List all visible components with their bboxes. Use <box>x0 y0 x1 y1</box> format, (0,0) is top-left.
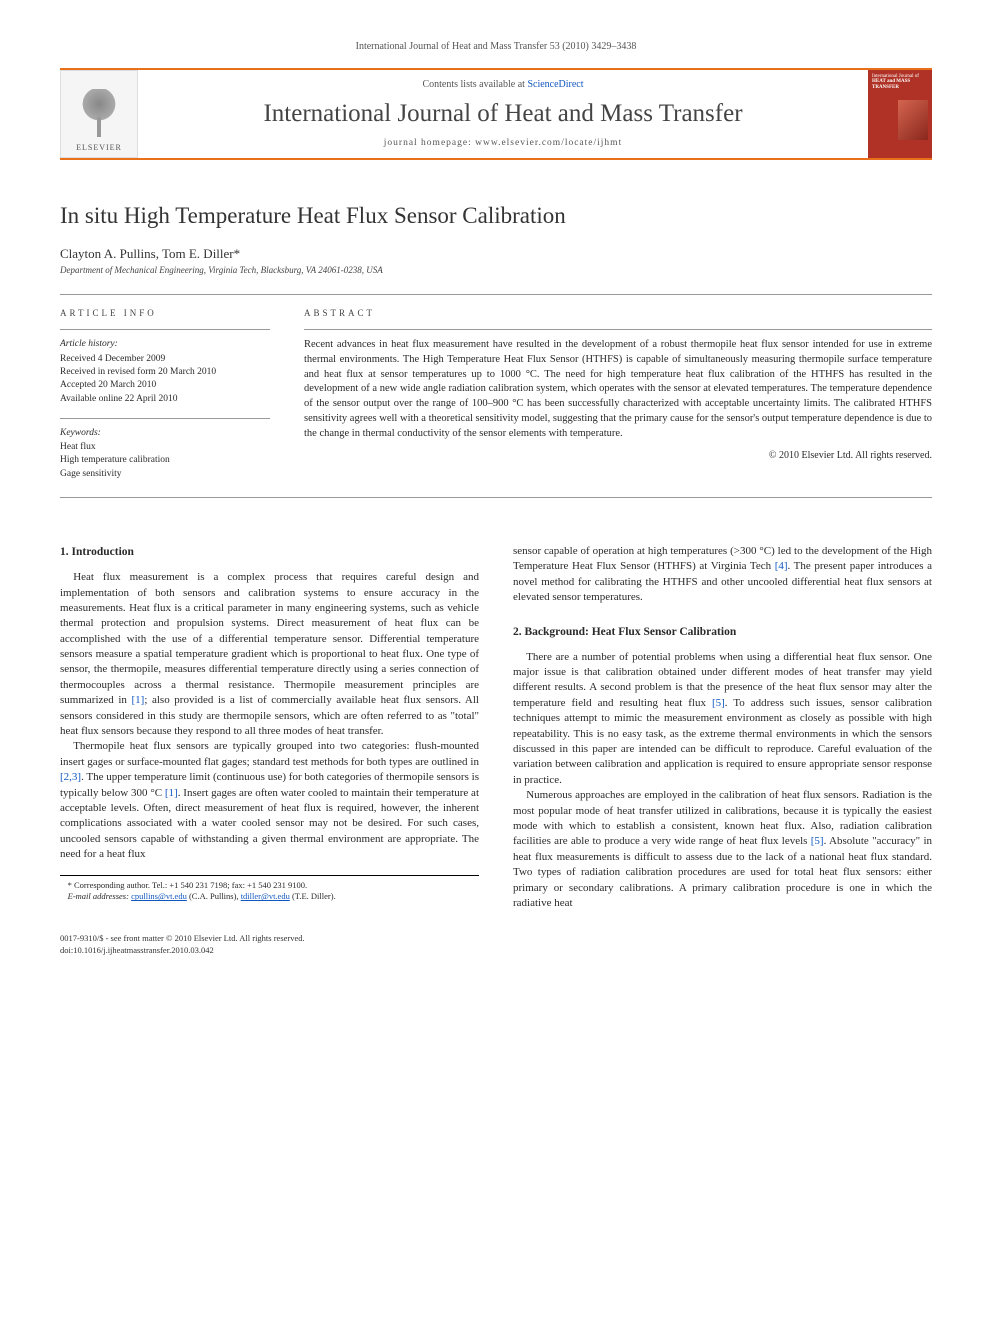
email-who: (T.E. Diller). <box>290 891 336 901</box>
body-paragraph: Thermopile heat flux sensors are typical… <box>60 739 479 862</box>
body-paragraph: Heat flux measurement is a complex proce… <box>60 570 479 739</box>
body-paragraph: There are a number of potential problems… <box>513 650 932 789</box>
body-paragraph: sensor capable of operation at high temp… <box>513 544 932 606</box>
journal-title: International Journal of Heat and Mass T… <box>158 97 848 131</box>
sciencedirect-link[interactable]: ScienceDirect <box>527 79 583 90</box>
body-two-column: 1. Introduction Heat flux measurement is… <box>60 544 932 911</box>
divider <box>60 294 932 295</box>
abstract-heading: ABSTRACT <box>304 307 932 319</box>
abstract-copyright: © 2010 Elsevier Ltd. All rights reserved… <box>304 449 932 463</box>
corresponding-author-note: * Corresponding author. Tel.: +1 540 231… <box>60 880 479 892</box>
keyword: Heat flux <box>60 441 270 454</box>
revised-date: Received in revised form 20 March 2010 <box>60 366 270 379</box>
received-date: Received 4 December 2009 <box>60 353 270 366</box>
front-matter-line: 0017-9310/$ - see front matter © 2010 El… <box>60 933 932 944</box>
elsevier-logo: ELSEVIER <box>60 70 138 158</box>
email-who: (C.A. Pullins), <box>187 891 241 901</box>
divider <box>60 497 932 498</box>
abstract-text: Recent advances in heat flux measurement… <box>304 338 932 441</box>
article-info-column: ARTICLE INFO Article history: Received 4… <box>60 307 270 493</box>
journal-cover-thumbnail: International Journal of HEAT and MASS T… <box>868 70 932 158</box>
contents-available-line: Contents lists available at ScienceDirec… <box>158 78 848 92</box>
body-paragraph: Numerous approaches are employed in the … <box>513 788 932 911</box>
divider <box>60 418 270 419</box>
running-header: International Journal of Heat and Mass T… <box>60 40 932 54</box>
divider <box>60 329 270 330</box>
author-names: Clayton A. Pullins, Tom E. Diller <box>60 246 234 261</box>
contents-label: Contents lists available at <box>422 79 527 90</box>
footnote-block: * Corresponding author. Tel.: +1 540 231… <box>60 875 479 904</box>
author-email-link[interactable]: tdiller@vt.edu <box>241 891 290 901</box>
author-list: Clayton A. Pullins, Tom E. Diller* <box>60 245 932 263</box>
author-email-link[interactable]: cpullins@vt.edu <box>131 891 187 901</box>
doi-line: doi:10.1016/j.ijheatmasstransfer.2010.03… <box>60 945 932 956</box>
journal-top-bar: ELSEVIER Contents lists available at Sci… <box>60 68 932 160</box>
page-footer-meta: 0017-9310/$ - see front matter © 2010 El… <box>60 933 932 956</box>
keywords-label: Keywords: <box>60 427 270 440</box>
keyword: Gage sensitivity <box>60 468 270 481</box>
abstract-column: ABSTRACT Recent advances in heat flux me… <box>304 307 932 493</box>
cover-text-3: TRANSFER <box>872 85 928 91</box>
accepted-date: Accepted 20 March 2010 <box>60 379 270 392</box>
section-2-heading: 2. Background: Heat Flux Sensor Calibrat… <box>513 624 932 640</box>
elsevier-tree-icon <box>79 89 119 139</box>
article-title: In situ High Temperature Heat Flux Senso… <box>60 200 932 231</box>
affiliation: Department of Mechanical Engineering, Vi… <box>60 264 932 276</box>
keyword: High temperature calibration <box>60 454 270 467</box>
article-history-label: Article history: <box>60 338 270 351</box>
article-info-heading: ARTICLE INFO <box>60 307 270 319</box>
corresponding-mark: * <box>234 246 241 261</box>
journal-header-center: Contents lists available at ScienceDirec… <box>158 70 848 158</box>
divider <box>304 329 932 330</box>
email-label: E-mail addresses: <box>68 891 129 901</box>
available-online-date: Available online 22 April 2010 <box>60 393 270 406</box>
section-1-heading: 1. Introduction <box>60 544 479 560</box>
info-abstract-row: ARTICLE INFO Article history: Received 4… <box>60 307 932 493</box>
journal-homepage: journal homepage: www.elsevier.com/locat… <box>158 137 848 150</box>
email-line: E-mail addresses: cpullins@vt.edu (C.A. … <box>60 891 479 903</box>
publisher-name: ELSEVIER <box>76 143 122 157</box>
